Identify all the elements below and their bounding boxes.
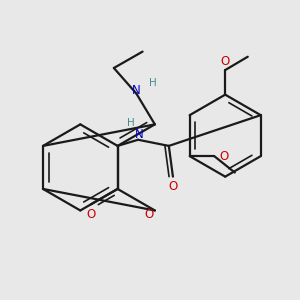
- Text: H: H: [127, 118, 135, 128]
- Text: O: O: [220, 56, 230, 68]
- Text: N: N: [132, 84, 141, 97]
- Text: O: O: [219, 150, 228, 163]
- Text: O: O: [86, 208, 96, 221]
- Text: O: O: [144, 208, 153, 221]
- Text: N: N: [135, 128, 143, 141]
- Text: O: O: [168, 180, 178, 194]
- Text: H: H: [149, 78, 157, 88]
